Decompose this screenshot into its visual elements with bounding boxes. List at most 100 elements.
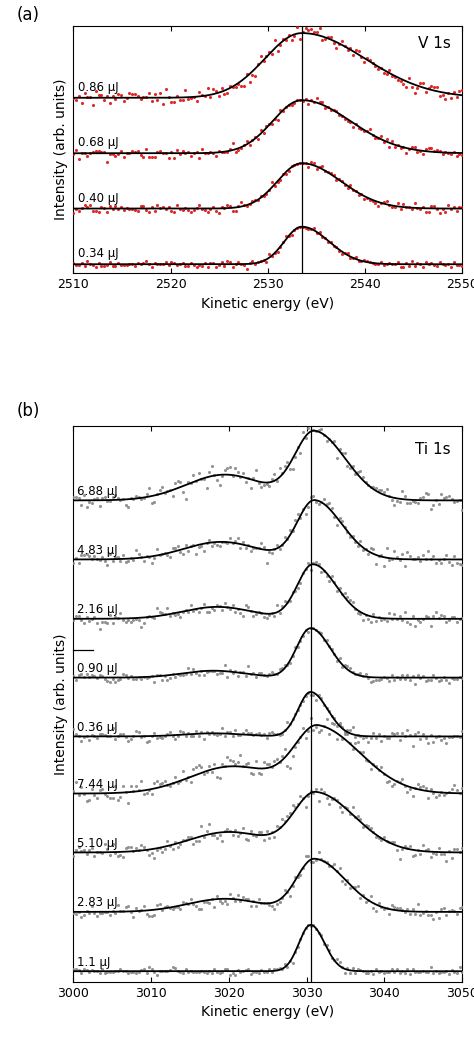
Point	[182, 665, 190, 682]
Point	[398, 483, 406, 500]
Point	[245, 658, 252, 674]
Point	[137, 773, 145, 790]
Point	[367, 963, 374, 980]
Point	[255, 604, 263, 620]
Point	[164, 832, 171, 849]
Point	[182, 602, 190, 618]
Point	[226, 78, 234, 95]
Point	[156, 481, 164, 498]
Point	[172, 769, 179, 785]
Point	[315, 497, 322, 513]
Text: 0.40 μJ: 0.40 μJ	[78, 191, 119, 205]
Point	[310, 722, 317, 739]
Point	[231, 966, 239, 983]
Point	[369, 255, 376, 271]
Point	[122, 497, 129, 513]
Point	[414, 842, 421, 858]
Point	[405, 258, 413, 274]
Point	[179, 832, 187, 849]
Point	[438, 555, 445, 571]
Point	[363, 252, 371, 269]
Point	[338, 512, 346, 529]
Point	[219, 665, 226, 682]
Point	[361, 53, 368, 70]
Point	[276, 819, 283, 835]
Point	[442, 91, 449, 108]
Point	[318, 624, 325, 641]
Point	[200, 596, 208, 613]
Point	[85, 669, 93, 686]
Point	[169, 841, 176, 857]
Point	[400, 138, 407, 155]
Point	[333, 652, 341, 669]
Point	[356, 744, 364, 761]
Point	[195, 666, 202, 683]
Point	[184, 143, 192, 160]
Point	[200, 730, 208, 747]
Point	[330, 166, 337, 183]
Point	[401, 487, 409, 504]
Point	[187, 204, 195, 220]
Point	[210, 144, 217, 161]
Point	[435, 728, 442, 745]
Point	[216, 893, 223, 909]
Point	[450, 198, 457, 215]
Point	[268, 824, 275, 841]
Point	[137, 618, 145, 635]
Point	[320, 784, 328, 801]
Point	[260, 538, 268, 555]
Point	[354, 463, 362, 480]
Point	[377, 734, 385, 750]
Point	[190, 896, 197, 912]
Point	[377, 612, 385, 629]
Point	[237, 469, 244, 485]
Point	[208, 826, 216, 843]
Point	[278, 748, 286, 765]
Point	[73, 842, 80, 858]
Point	[406, 906, 414, 923]
Point	[243, 197, 251, 214]
Point	[207, 144, 214, 161]
Point	[310, 555, 317, 571]
Point	[96, 726, 103, 743]
Point	[265, 246, 273, 263]
Point	[346, 660, 354, 676]
Point	[365, 476, 372, 492]
Point	[325, 857, 333, 874]
Point	[318, 780, 325, 797]
Point	[453, 613, 461, 630]
Point	[268, 116, 276, 133]
Point	[429, 845, 437, 861]
Point	[424, 486, 432, 503]
Point	[78, 611, 85, 628]
Point	[419, 611, 427, 628]
Text: 0.34 μJ: 0.34 μJ	[78, 247, 119, 261]
Point	[134, 255, 142, 271]
Point	[425, 204, 432, 220]
Point	[263, 48, 270, 64]
Point	[341, 245, 348, 262]
Point	[292, 798, 299, 815]
Point	[263, 895, 270, 911]
Point	[333, 730, 341, 747]
Point	[131, 85, 139, 102]
Point	[293, 220, 301, 237]
Point	[425, 79, 432, 96]
Point	[265, 897, 273, 913]
Point	[304, 623, 312, 640]
Point	[292, 449, 299, 465]
Point	[352, 249, 360, 266]
Point	[377, 59, 385, 76]
Point	[70, 146, 77, 163]
Point	[320, 426, 328, 443]
Point	[279, 103, 287, 119]
Point	[257, 824, 265, 841]
Point	[453, 88, 460, 105]
Point	[391, 256, 399, 272]
Point	[161, 484, 169, 501]
Point	[294, 702, 301, 719]
Point	[383, 131, 391, 148]
Point	[299, 692, 307, 709]
Point	[140, 669, 148, 686]
Point	[302, 688, 310, 704]
